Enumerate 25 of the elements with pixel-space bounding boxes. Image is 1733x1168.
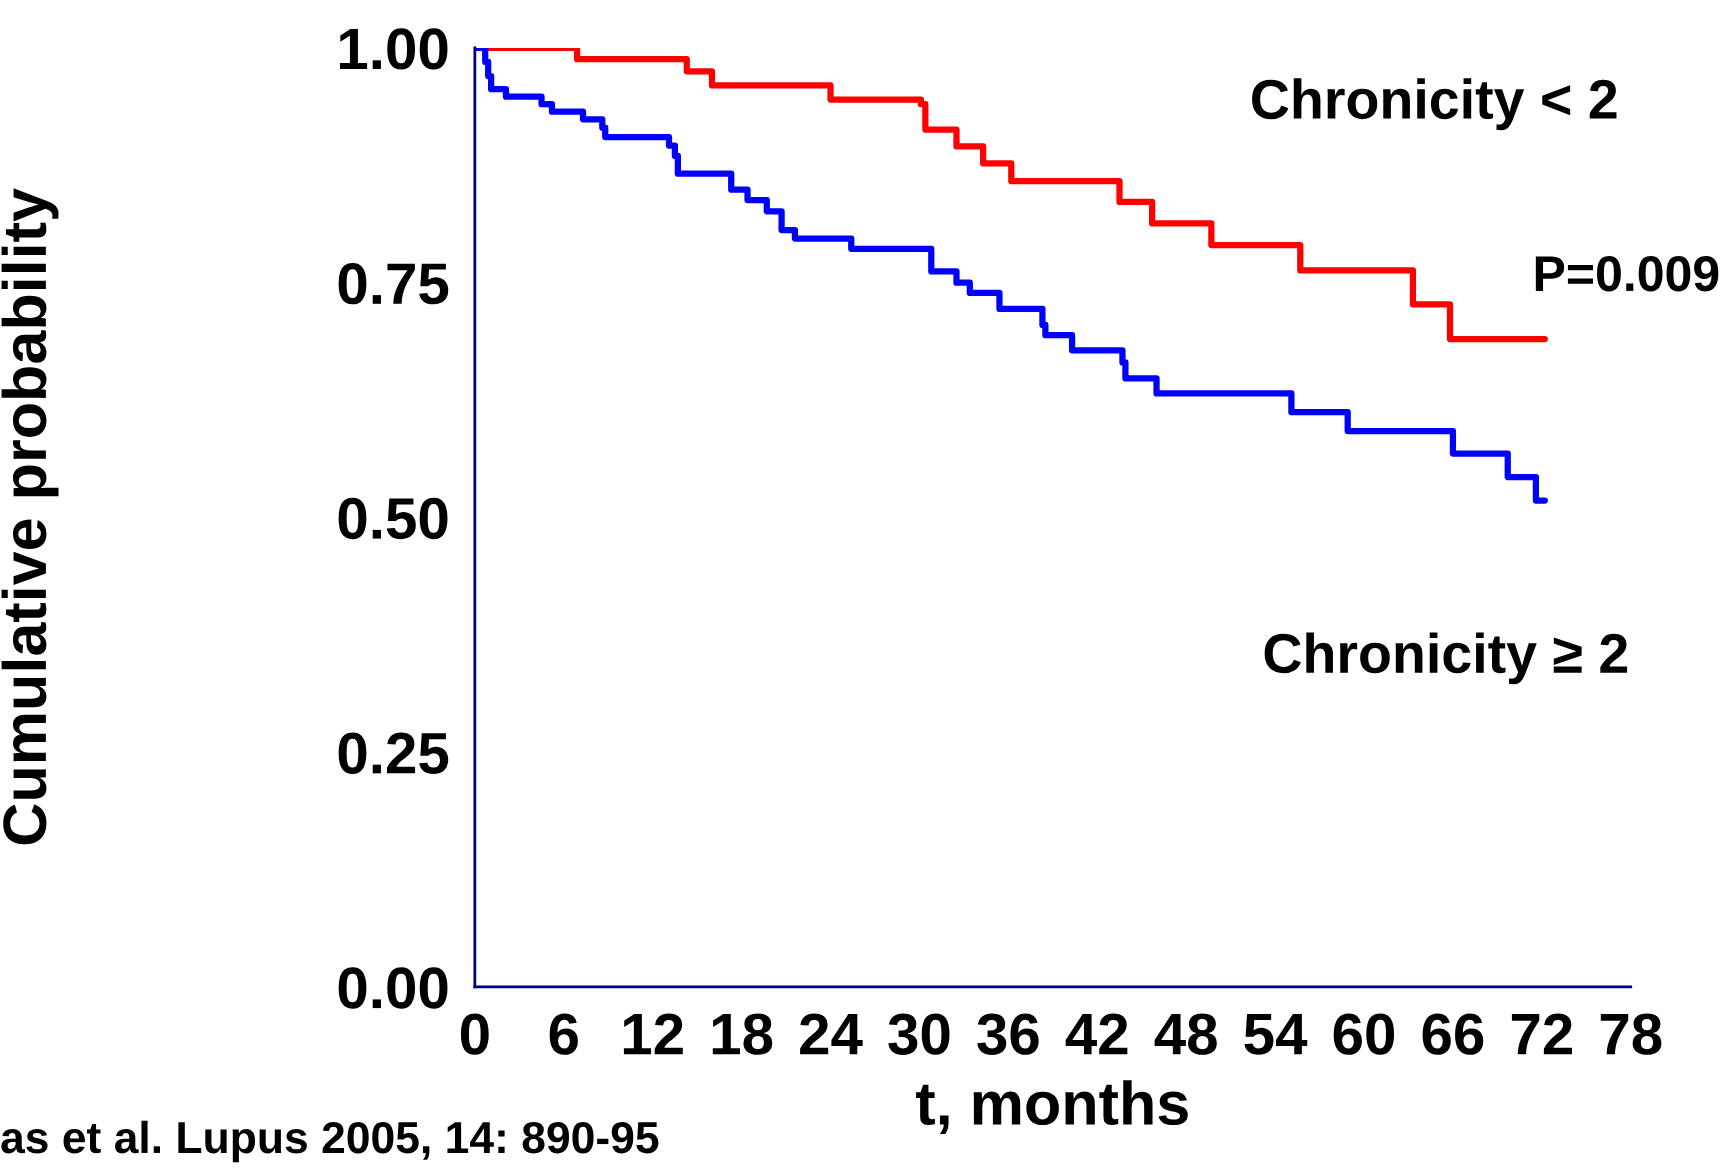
x-tick-label: 30 [888,1013,950,1055]
x-tick-label: 42 [1065,1013,1128,1055]
annotation: P=0.009 [1535,255,1719,292]
x-tick-label: 18 [712,1013,773,1055]
x-tick-label: 78 [1600,1013,1662,1055]
y-tick-label: 0.75 [338,263,449,305]
x-tick-label: 36 [977,1013,1039,1055]
x-tick-label: 60 [1333,1013,1395,1055]
x-tick-label: 66 [1422,1013,1484,1055]
x-tick-label: 72 [1511,1013,1572,1055]
x-tick-label: 0 [460,1013,489,1055]
x-tick-label: 48 [1154,1013,1217,1055]
annotation: Chronicity < 2 [1252,78,1617,131]
y-tick-label: 0.25 [338,732,449,774]
y-tick-label: 1.00 [339,28,448,70]
x-axis-title: t, months [916,1080,1188,1134]
text: as et al. Lupus 2005, 14: 890-95 [1,1120,659,1163]
y-axis-title: Cumulative probability [1,188,59,845]
y-tick-label: 0.00 [338,967,448,1009]
x-tick-label: 6 [549,1013,578,1055]
annotation: Chronicity ≥ 2 [1264,632,1628,685]
x-tick-label: 12 [623,1013,683,1055]
x-tick-label: 24 [800,1013,863,1055]
x-tick-label: 54 [1244,1014,1308,1055]
y-tick-label: 0.50 [338,497,448,540]
